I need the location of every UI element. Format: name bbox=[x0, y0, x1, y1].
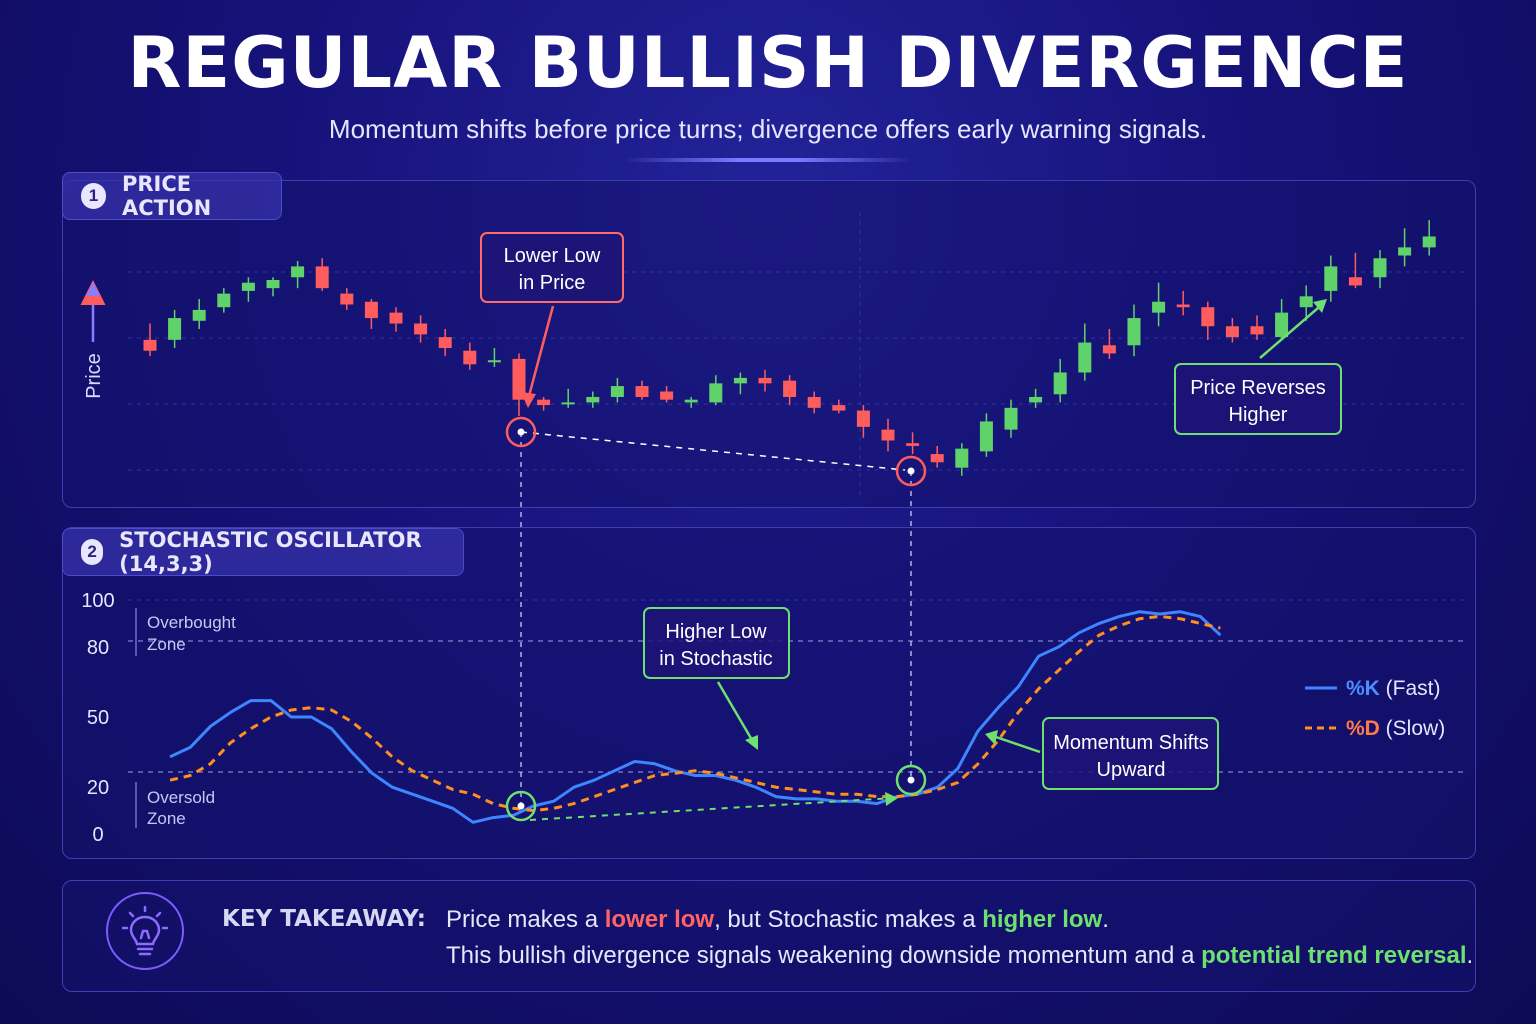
lightbulb-icon bbox=[106, 892, 184, 970]
page-title: REGULAR BULLISH DIVERGENCE bbox=[127, 22, 1409, 104]
key-takeaway-label: KEY TAKEAWAY: bbox=[222, 906, 426, 932]
stochastic-label: STOCHASTIC OSCILLATOR (14,3,3) bbox=[119, 528, 422, 576]
price-action-tab: 1 PRICE ACTION bbox=[62, 172, 282, 220]
key-takeaway-panel bbox=[62, 880, 1476, 992]
stochastic-panel bbox=[62, 527, 1476, 859]
step-number-badge: 1 bbox=[81, 183, 106, 209]
title-underline bbox=[624, 158, 912, 162]
price-action-panel bbox=[62, 180, 1476, 508]
takeaway-line-2: This bullish divergence signals weakenin… bbox=[446, 942, 1474, 969]
price-action-label: PRICE ACTION bbox=[121, 172, 212, 220]
takeaway-line-1: Price makes a lower low, but Stochastic … bbox=[446, 906, 1109, 933]
stochastic-tab: 2 STOCHASTIC OSCILLATOR (14,3,3) bbox=[62, 528, 464, 576]
page-subtitle: Momentum shifts before price turns; dive… bbox=[328, 114, 1208, 144]
step-number-badge: 2 bbox=[81, 539, 104, 565]
